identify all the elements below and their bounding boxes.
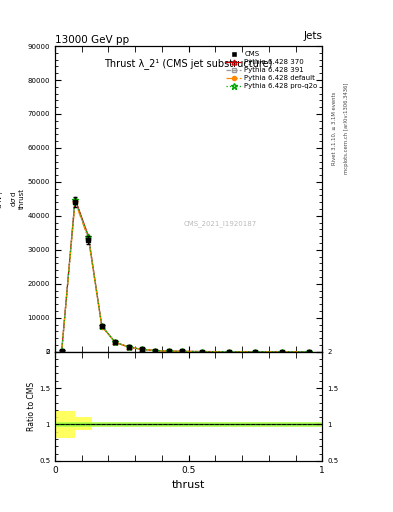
Text: Rivet 3.1.10, ≥ 3.1M events: Rivet 3.1.10, ≥ 3.1M events <box>332 91 337 165</box>
X-axis label: thrust: thrust <box>172 480 205 490</box>
Text: Jets: Jets <box>303 32 322 41</box>
Y-axis label: $\mathrm{d}^2N$ /
$\mathrm{d}\sigma\,\mathrm{d}$
thrust: $\mathrm{d}^2N$ / $\mathrm{d}\sigma\,\ma… <box>0 188 25 209</box>
Text: CMS_2021_I1920187: CMS_2021_I1920187 <box>184 220 257 227</box>
Text: mcplots.cern.ch [arXiv:1306.3436]: mcplots.cern.ch [arXiv:1306.3436] <box>344 82 349 174</box>
Text: 13000 GeV pp: 13000 GeV pp <box>55 35 129 45</box>
Y-axis label: Ratio to CMS: Ratio to CMS <box>27 381 36 431</box>
Legend: CMS, Pythia 6.428 370, Pythia 6.428 391, Pythia 6.428 default, Pythia 6.428 pro-: CMS, Pythia 6.428 370, Pythia 6.428 391,… <box>225 50 319 91</box>
Text: Thrust λ_2¹ (CMS jet substructure): Thrust λ_2¹ (CMS jet substructure) <box>105 58 273 69</box>
